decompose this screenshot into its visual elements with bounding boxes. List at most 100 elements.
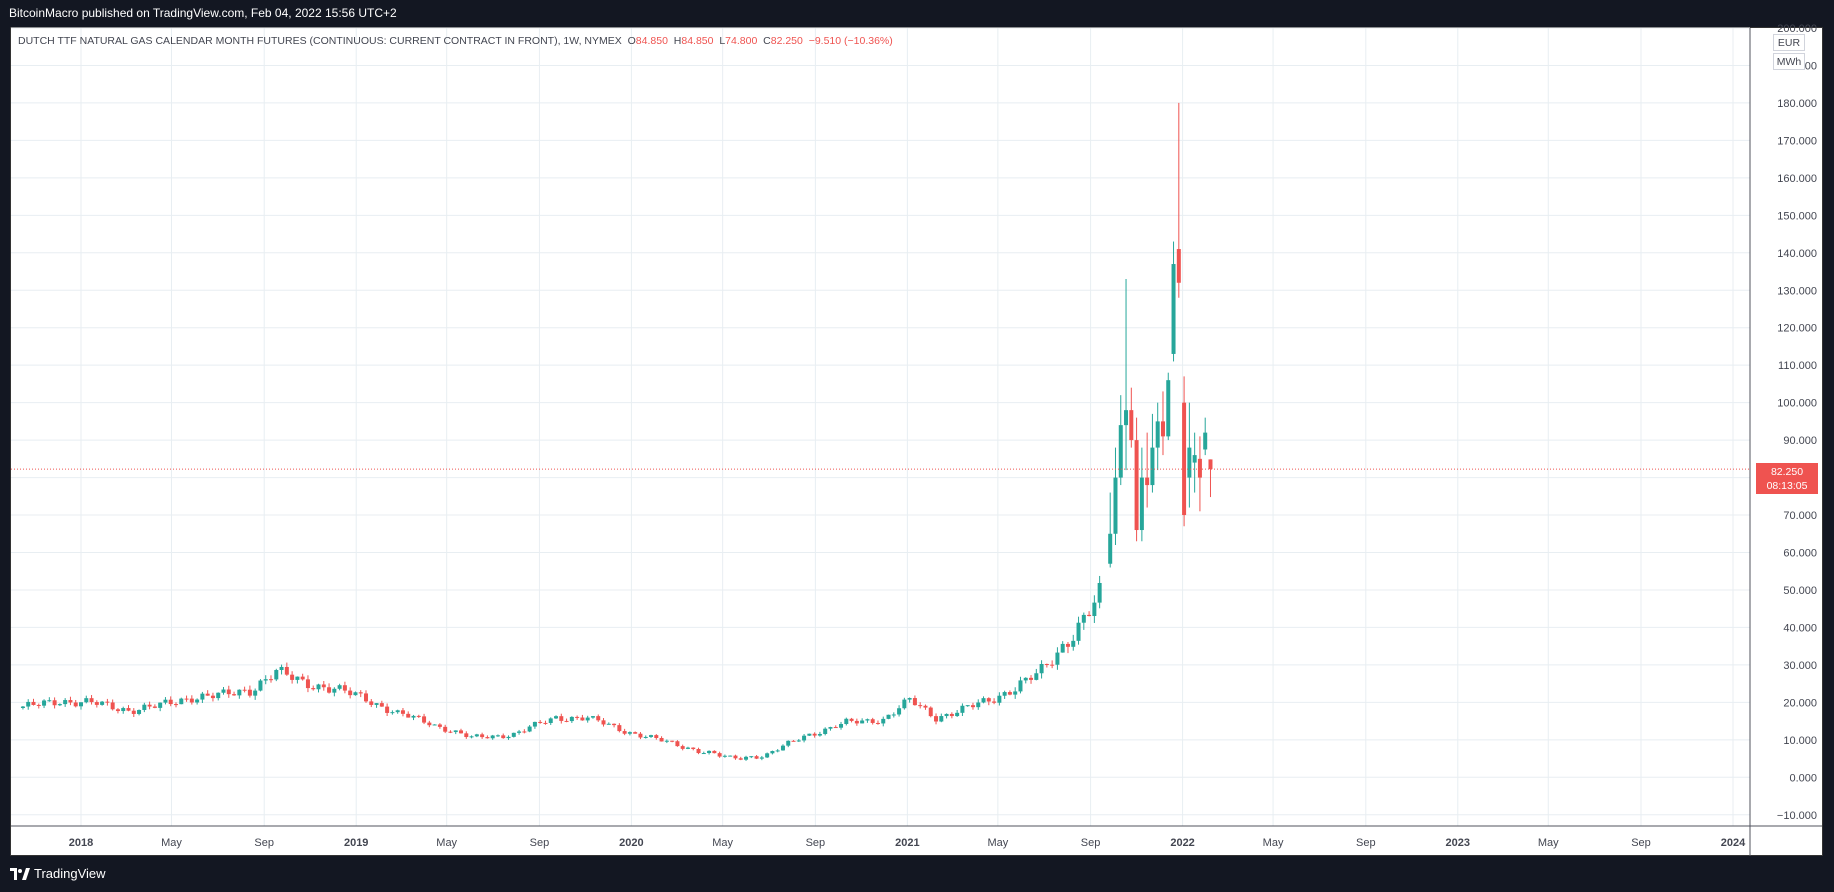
candle-body <box>1134 440 1139 531</box>
candle-body <box>353 692 358 696</box>
candle-body <box>839 723 844 728</box>
candle-body <box>701 753 706 755</box>
candle-body <box>1018 680 1023 692</box>
x-tick-label: Sep <box>530 837 550 849</box>
candle-body <box>311 688 316 690</box>
y-tick-label: 50.000 <box>1783 585 1817 597</box>
candle-body <box>290 674 295 680</box>
candle-body <box>216 692 221 699</box>
candle-body <box>1065 643 1070 647</box>
y-tick-label: 110.000 <box>1778 360 1817 372</box>
candle-body <box>722 755 727 757</box>
candle-body <box>638 733 643 738</box>
candle-body <box>47 700 52 702</box>
candle-body <box>432 724 437 726</box>
candle-body <box>506 736 511 739</box>
candle-body <box>891 714 896 716</box>
candle-body <box>965 705 970 707</box>
candle-body <box>1044 663 1049 665</box>
candle-body <box>765 753 770 758</box>
candle-body <box>258 680 263 691</box>
candle-body <box>759 757 764 759</box>
high-value: 84.850 <box>681 35 714 47</box>
candle-body <box>174 704 179 706</box>
candle-body <box>1029 677 1034 680</box>
x-tick-label: May <box>712 837 733 849</box>
candle-body <box>733 755 738 759</box>
candle-body <box>459 730 464 734</box>
candle-body <box>411 715 416 718</box>
candle-body <box>538 721 543 723</box>
candle-body <box>997 695 1002 703</box>
candle-body <box>791 740 796 742</box>
candle-body <box>474 734 479 737</box>
change-value: −9.510 (−10.36%) <box>808 35 893 47</box>
candle-body <box>1145 477 1150 486</box>
published-text: BitcoinMacro published on TradingView.co… <box>9 6 397 20</box>
candle-body <box>1007 692 1012 695</box>
candle-body <box>691 747 696 750</box>
candle-body <box>849 718 854 721</box>
candle-body <box>84 698 89 703</box>
candle-body <box>210 695 215 699</box>
candle-body <box>247 689 252 696</box>
open-value: 84.850 <box>635 35 668 47</box>
candle-body <box>295 676 300 680</box>
candle-body <box>269 679 274 681</box>
y-tick-label: 150.000 <box>1777 210 1817 222</box>
candle-body <box>163 699 168 703</box>
candle-body <box>73 702 78 707</box>
low-label: L <box>719 35 726 47</box>
candle-body <box>379 703 384 707</box>
candle-body <box>696 749 701 754</box>
candle-body <box>670 740 675 742</box>
unit-button[interactable]: MWh <box>1773 53 1805 70</box>
candle-body <box>501 735 506 739</box>
candle-body <box>823 728 828 734</box>
footer-brand[interactable]: TradingView <box>10 864 106 884</box>
candle-body <box>490 735 495 739</box>
candle-body <box>1187 447 1192 478</box>
candle-body <box>643 736 648 738</box>
candle-body <box>907 698 912 700</box>
candle-body <box>390 712 395 714</box>
candle-body <box>469 736 474 738</box>
candle-body <box>1092 602 1097 617</box>
candle-body <box>986 698 991 702</box>
candle-body <box>1155 421 1160 448</box>
y-tick-label: 120.000 <box>1777 323 1817 335</box>
currency-button[interactable]: EUR <box>1773 34 1805 51</box>
candle-body <box>1013 691 1018 695</box>
candle-body <box>20 706 25 708</box>
candle-body <box>400 710 405 714</box>
candle-body <box>675 741 680 747</box>
candle-body <box>137 709 142 714</box>
candle-body <box>279 666 284 671</box>
candle-body <box>184 698 189 700</box>
chart-area[interactable] <box>10 27 1823 856</box>
x-tick-label: Sep <box>806 837 826 849</box>
candle-body <box>1097 582 1102 603</box>
candle-body <box>36 704 41 706</box>
candle-body <box>554 716 559 719</box>
candle-body <box>1166 380 1171 437</box>
candle-body <box>126 708 131 711</box>
y-tick-label: 90.000 <box>1783 435 1817 447</box>
y-tick-label: 20.000 <box>1783 697 1817 709</box>
candle-body <box>422 716 427 723</box>
candle-body <box>385 706 390 713</box>
candle-body <box>1150 447 1155 486</box>
candle-body <box>205 693 210 696</box>
candle-body <box>934 716 939 722</box>
candle-body <box>575 716 580 718</box>
candle-body <box>606 723 611 725</box>
candle-body <box>1139 477 1144 531</box>
y-tick-label: 130.000 <box>1777 285 1817 297</box>
close-label: C <box>763 35 771 47</box>
candle-body <box>226 689 231 695</box>
candle-body <box>775 750 780 752</box>
candle-body <box>707 750 712 754</box>
candle-body <box>955 712 960 717</box>
candle-body <box>833 727 838 729</box>
